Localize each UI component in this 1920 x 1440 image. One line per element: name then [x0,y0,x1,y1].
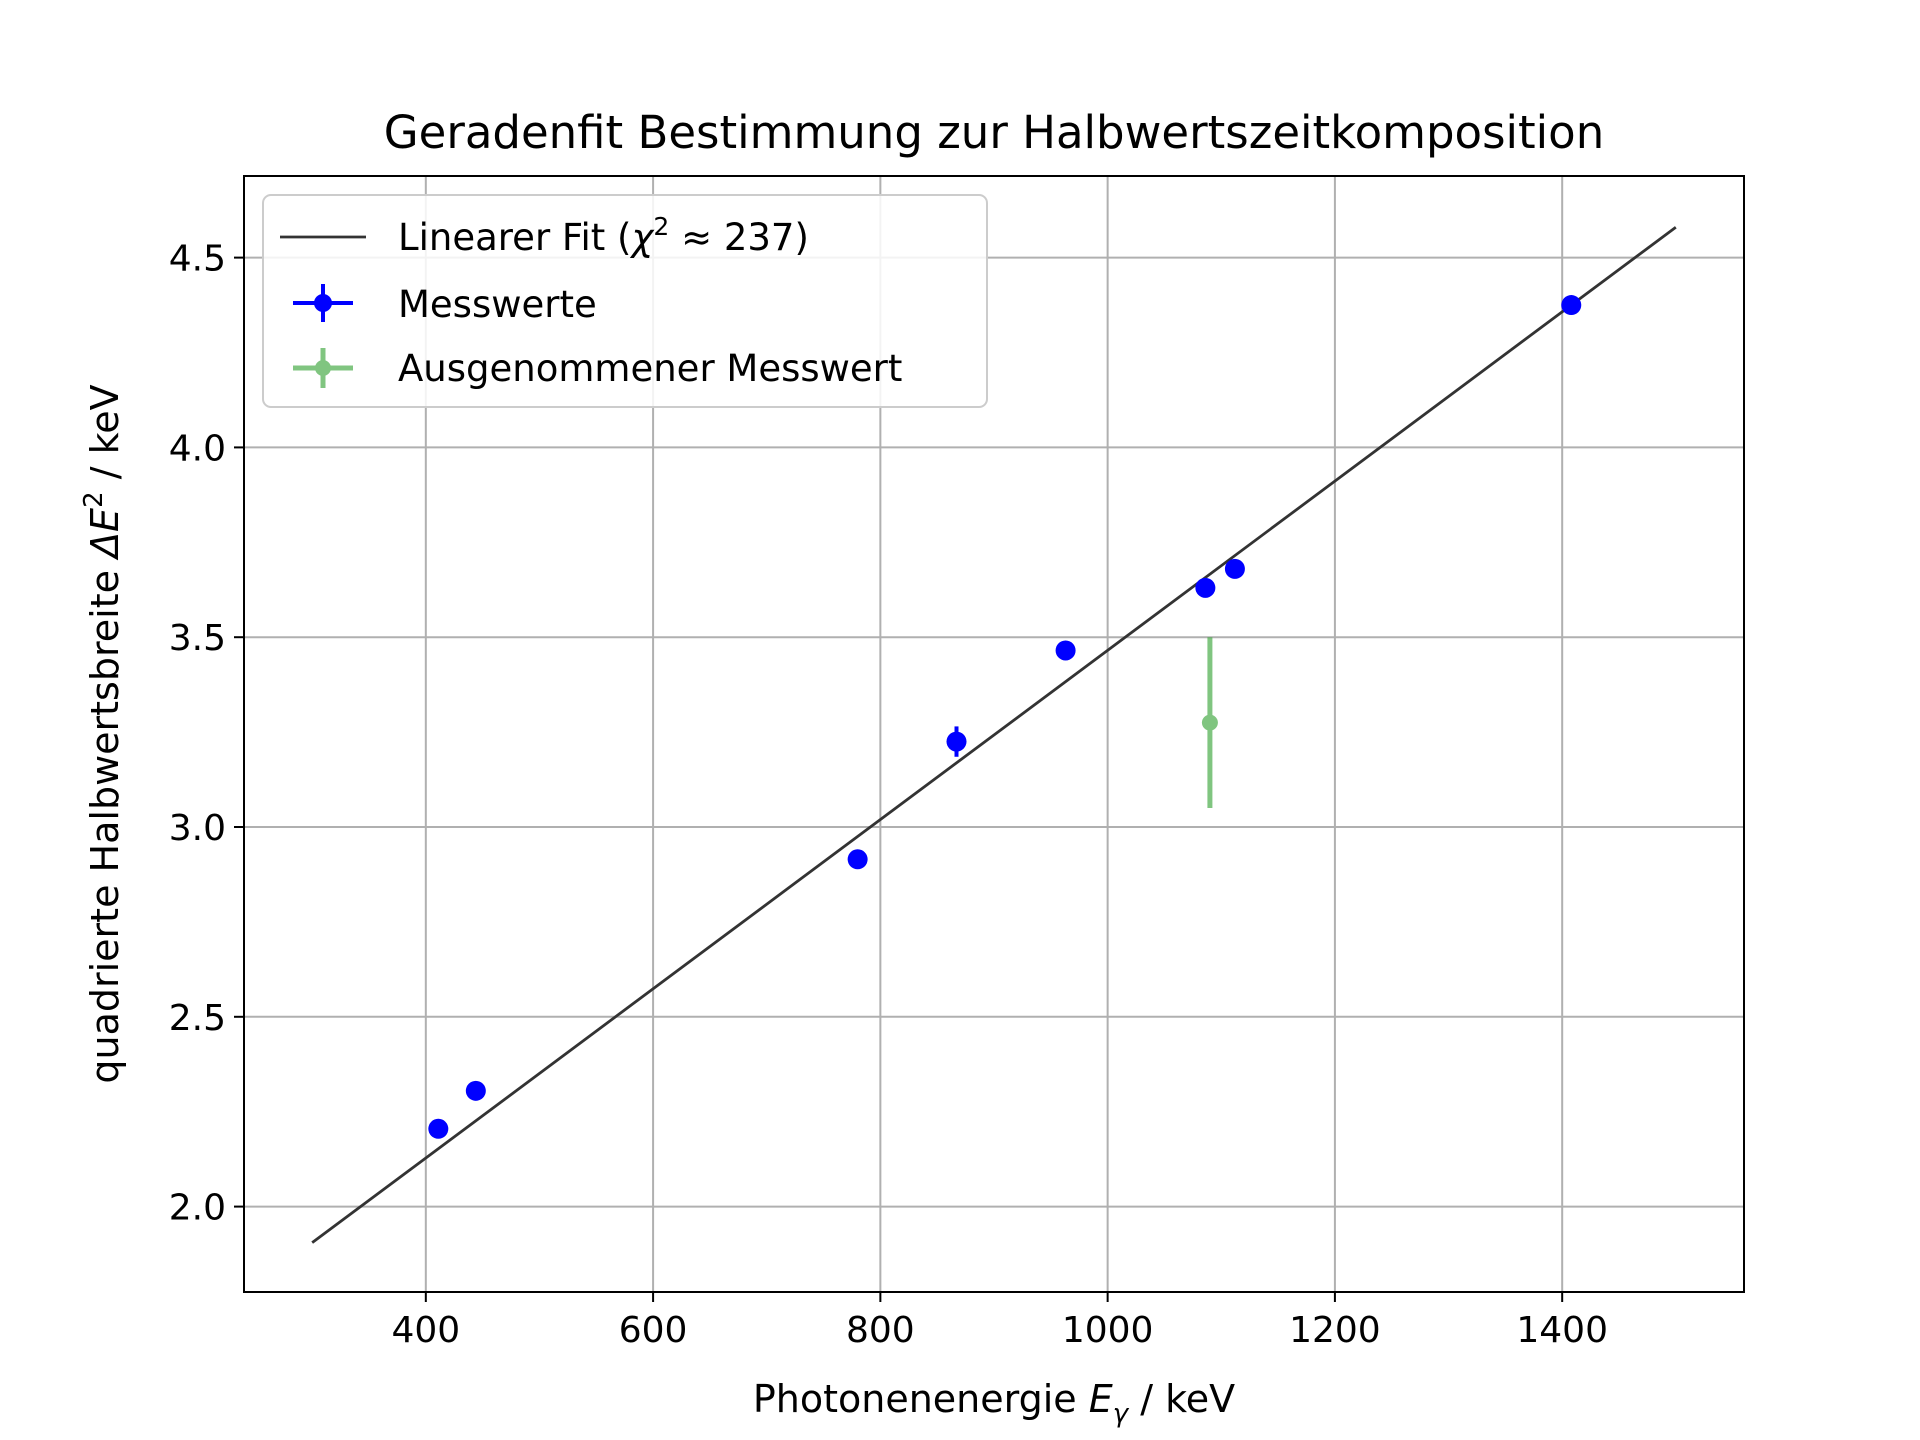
ticks: 400 600 800 1000 1200 1400 2.0 2.5 3.0 3.5 4.0 4.5 [169,239,1608,1351]
y-axis-title-superscript: 2 [79,491,109,508]
data-point [465,1080,486,1101]
y-tick-label: 4.5 [169,239,226,280]
data-point [428,1118,449,1139]
legend-box [262,194,988,408]
measured-series [428,295,1582,1139]
legend-fit-chi-exponent: 2 [653,212,669,241]
y-tick-label: 2.0 [169,1188,226,1229]
legend-ausgenommen-swatch [293,348,353,388]
data-point [847,849,868,870]
legend-fit-rest: ≈ 237) [669,216,809,259]
x-axis-title-symbol: E [1089,1377,1113,1421]
data-point [1195,577,1216,598]
y-tick-label: 3.5 [169,618,226,659]
x-tick-label: 600 [619,1310,688,1351]
legend-fit-label: Linearer Fit (χ2 ≈ 237) [398,212,809,259]
y-tick-label: 2.5 [169,998,226,1039]
x-tick-label: 800 [846,1310,915,1351]
plot-frame [243,175,1745,1293]
x-axis-title-subscript: γ [1113,1399,1130,1429]
data-point [1055,640,1076,661]
legend-messwerte-label: Messwerte [398,283,597,326]
data-point [1224,558,1245,579]
legend-messwerte-swatch [293,284,353,322]
legend-fit-chi: χ [630,216,656,259]
y-axis-title-symbol: ΔE [83,508,127,561]
legend-fit-prefix: Linearer Fit ( [398,216,632,259]
x-tick-label: 1200 [1289,1310,1381,1351]
fit-line [311,226,1677,1244]
y-axis-title-unit: / keV [83,384,127,491]
y-axis-title: quadrierte Halbwertsbreite ΔE2 / keV [79,384,127,1083]
x-tick-label: 1000 [1062,1310,1154,1351]
legend-ausgenommen-label: Ausgenommener Messwert [398,347,902,390]
y-tick-label: 3.0 [169,808,226,849]
legend: Linearer Fit (χ2 ≈ 237) Messwerte Ausgen… [262,194,988,408]
chart-title: Geradenfit Bestimmung zur Halbwertszeitk… [384,106,1604,159]
x-tick-label: 400 [391,1310,460,1351]
y-tick-label: 4.0 [169,428,226,469]
y-axis-title-text: quadrierte Halbwertsbreite [83,558,127,1084]
data-point [1561,295,1582,316]
x-axis-title-unit: / keV [1128,1377,1235,1421]
fit-layer [311,226,1677,1244]
excluded-series [1201,637,1218,809]
data-point [946,731,967,752]
points-layer [428,295,1582,1139]
excluded-point [1201,714,1218,731]
x-tick-label: 1400 [1516,1310,1608,1351]
x-axis-title-text: Photonenenergie [753,1377,1089,1421]
x-axis-title: Photonenenergie Eγ / keV [753,1377,1235,1429]
